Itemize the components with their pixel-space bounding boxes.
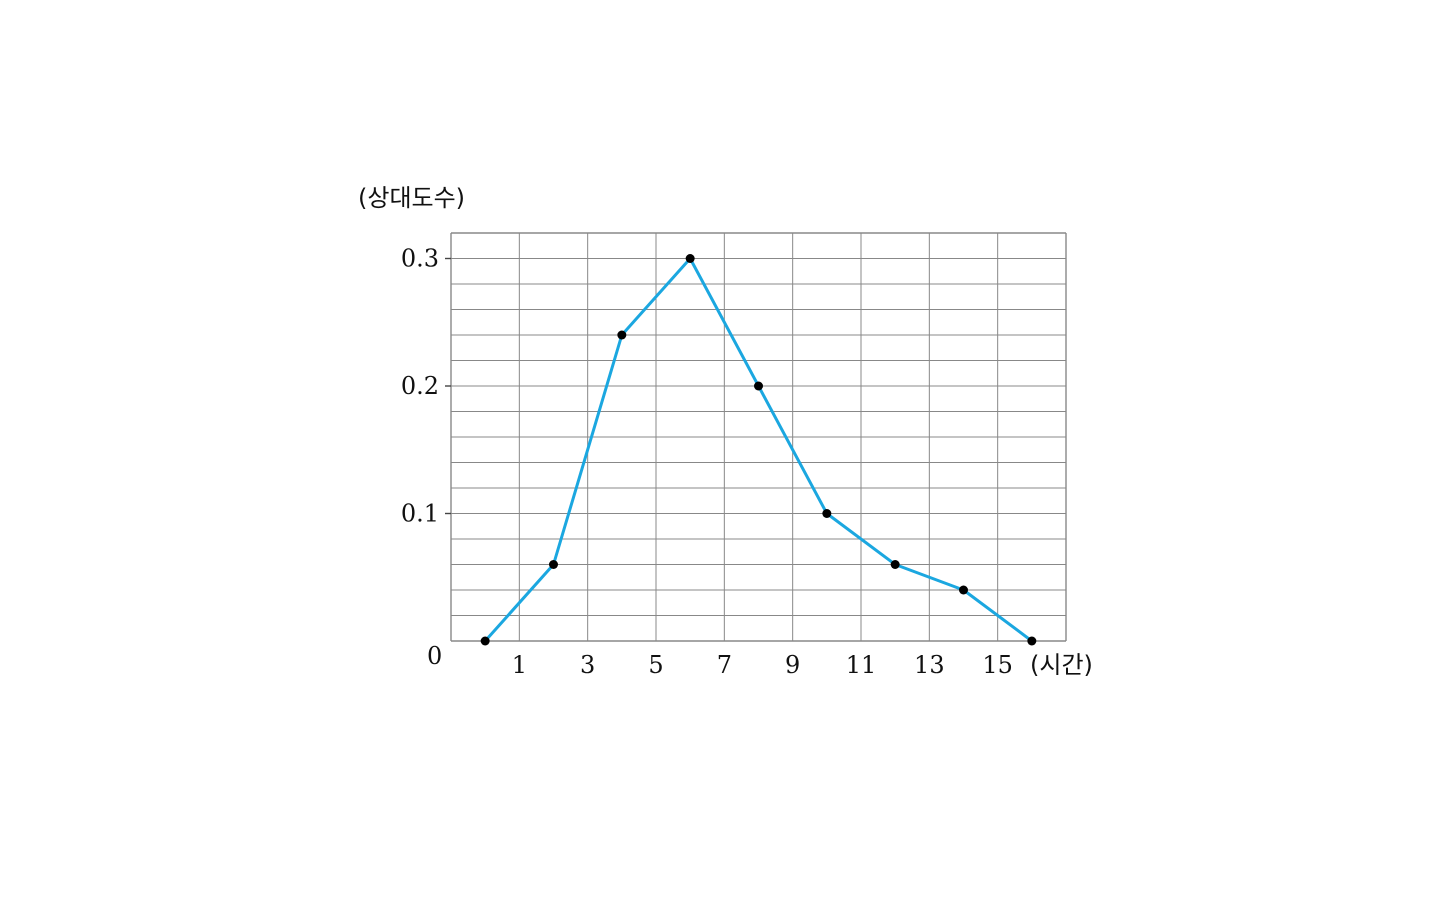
x-tick-label: 13: [914, 651, 945, 679]
data-point: [959, 585, 968, 595]
x-tick-label: 7: [717, 651, 732, 679]
x-tick-label: 1: [512, 651, 527, 679]
grid: [445, 232, 1067, 642]
data-point: [480, 636, 490, 646]
x-tick-label: 5: [648, 651, 663, 679]
x-tick-label: 3: [580, 651, 595, 679]
series: [484, 257, 1033, 643]
markers: [480, 254, 1037, 646]
data-point: [890, 560, 900, 569]
data-point: [685, 254, 695, 263]
data-point: [754, 381, 763, 391]
x-tick-label: 9: [785, 651, 800, 679]
data-point: [1027, 636, 1037, 646]
x-tick-label: 15: [982, 651, 1013, 679]
data-point: [617, 330, 627, 340]
y-tick-label: 0.1: [401, 500, 439, 528]
origin-label: 0: [427, 642, 442, 670]
labels: (상대도수) (시간) 0 0.10.20.31 3 5 7 9 11 13 15: [358, 184, 1093, 679]
data-point: [549, 560, 558, 569]
data-point: [822, 509, 832, 518]
x-axis-label: (시간): [1030, 651, 1093, 679]
y-tick-label: 0.2: [401, 372, 439, 400]
y-axis-label: (상대도수): [358, 184, 465, 212]
y-tick-label: 0.3: [401, 245, 439, 273]
x-tick-label: 11: [846, 651, 877, 679]
series-line: [484, 257, 1033, 643]
